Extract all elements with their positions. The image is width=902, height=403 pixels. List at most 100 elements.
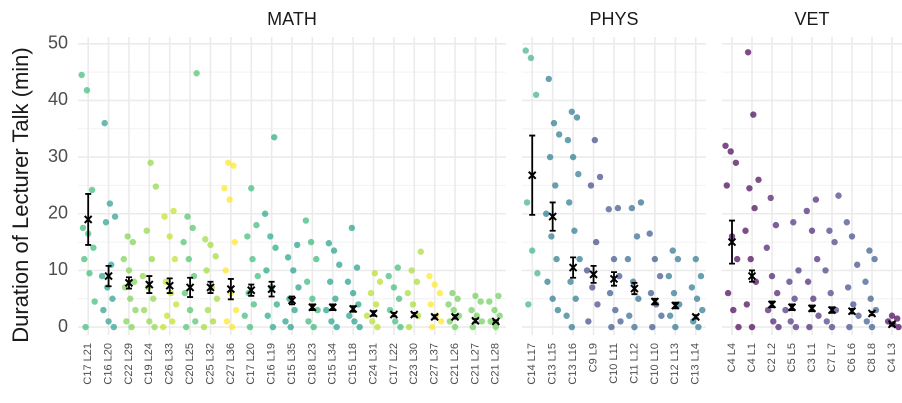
data-point bbox=[868, 323, 876, 331]
data-point bbox=[272, 244, 279, 251]
data-point bbox=[695, 323, 702, 331]
data-point bbox=[404, 289, 411, 297]
mean-marker bbox=[308, 303, 317, 312]
data-point bbox=[591, 136, 599, 144]
data-point bbox=[564, 136, 572, 144]
data-point bbox=[727, 148, 734, 155]
data-point bbox=[631, 323, 638, 331]
data-point bbox=[263, 267, 270, 274]
data-point bbox=[200, 323, 208, 331]
x-tick-label: C5 L5 bbox=[786, 343, 798, 372]
data-point bbox=[544, 278, 551, 285]
data-point bbox=[633, 233, 641, 240]
data-point bbox=[203, 267, 210, 274]
data-point bbox=[79, 224, 87, 232]
data-point bbox=[254, 272, 261, 280]
data-point bbox=[610, 255, 618, 263]
data-point bbox=[888, 312, 896, 319]
data-point bbox=[616, 272, 623, 280]
data-point bbox=[735, 323, 742, 331]
data-point bbox=[273, 301, 281, 308]
data-point bbox=[563, 312, 570, 319]
data-point bbox=[723, 182, 730, 189]
data-point bbox=[101, 119, 108, 127]
data-point bbox=[437, 318, 445, 325]
data-point bbox=[309, 295, 316, 302]
data-point bbox=[250, 301, 258, 308]
data-point bbox=[862, 278, 869, 285]
x-tick-label: C13 L15 bbox=[547, 343, 559, 385]
data-point bbox=[150, 295, 157, 302]
data-point bbox=[291, 306, 298, 314]
data-point bbox=[209, 318, 217, 325]
data-point bbox=[336, 261, 343, 268]
data-point bbox=[173, 301, 180, 308]
data-point bbox=[78, 71, 85, 79]
data-point bbox=[699, 306, 706, 314]
data-point bbox=[326, 278, 334, 285]
data-point bbox=[125, 267, 133, 274]
data-point bbox=[376, 278, 384, 285]
x-tick-label: C27 L37 bbox=[429, 343, 441, 385]
x-tick-label: C10 L11 bbox=[608, 343, 620, 384]
data-point bbox=[746, 185, 753, 192]
data-point bbox=[313, 255, 320, 263]
data-point bbox=[478, 318, 486, 325]
x-tick-label: C8 L8 bbox=[866, 343, 878, 372]
data-point bbox=[330, 247, 338, 254]
data-point bbox=[397, 323, 404, 331]
data-point bbox=[529, 247, 536, 254]
data-point bbox=[409, 301, 417, 308]
data-point bbox=[844, 284, 852, 291]
mean-marker bbox=[727, 237, 737, 247]
data-point bbox=[405, 323, 413, 331]
data-point bbox=[747, 255, 754, 263]
data-point bbox=[124, 233, 131, 240]
data-point bbox=[693, 295, 701, 302]
y-tick-label: 0 bbox=[58, 316, 68, 336]
x-tick-label: C13 L16 bbox=[567, 343, 579, 385]
data-point bbox=[827, 289, 834, 297]
data-point bbox=[854, 261, 861, 268]
x-tick-label: C21 L27 bbox=[469, 343, 481, 385]
data-point bbox=[822, 267, 829, 274]
x-tick-label: C14 L17 bbox=[526, 343, 538, 385]
data-point bbox=[810, 295, 817, 302]
mean-marker bbox=[104, 271, 113, 281]
x-tick-label: C22 L29 bbox=[123, 343, 135, 385]
data-point bbox=[548, 233, 555, 240]
data-point bbox=[855, 312, 862, 319]
data-point bbox=[895, 323, 902, 331]
data-point bbox=[848, 233, 856, 240]
x-tick-label: C17 L21 bbox=[82, 343, 94, 385]
mean-marker bbox=[226, 284, 236, 294]
data-point bbox=[333, 323, 340, 331]
data-point bbox=[102, 219, 110, 226]
y-tick-label: 10 bbox=[48, 259, 68, 279]
x-tick-label: C3 L1 bbox=[806, 343, 818, 372]
x-tick-label: C21 L26 bbox=[449, 343, 461, 385]
data-point bbox=[722, 142, 729, 149]
x-tick-label: C16 L19 bbox=[266, 343, 278, 385]
x-tick-label: C2 L2 bbox=[766, 343, 778, 372]
data-point bbox=[349, 289, 357, 297]
data-point bbox=[553, 255, 560, 263]
x-tick-label: C4 L3 bbox=[886, 343, 898, 372]
mean-marker bbox=[124, 278, 134, 288]
data-point bbox=[550, 119, 558, 127]
data-point bbox=[363, 312, 371, 319]
data-point bbox=[83, 87, 91, 94]
data-point bbox=[186, 306, 194, 314]
data-point bbox=[284, 254, 292, 261]
mean-marker bbox=[568, 263, 578, 272]
data-point bbox=[344, 278, 352, 285]
mean-marker bbox=[206, 283, 215, 292]
panel-title: PHYS bbox=[589, 9, 638, 29]
data-point bbox=[246, 323, 254, 331]
data-point bbox=[628, 204, 636, 212]
data-point bbox=[651, 255, 659, 263]
x-tick-label: C26 L33 bbox=[164, 343, 176, 385]
data-point bbox=[392, 318, 399, 325]
data-point bbox=[792, 323, 800, 331]
x-tick-label: C4 L1 bbox=[746, 343, 758, 372]
